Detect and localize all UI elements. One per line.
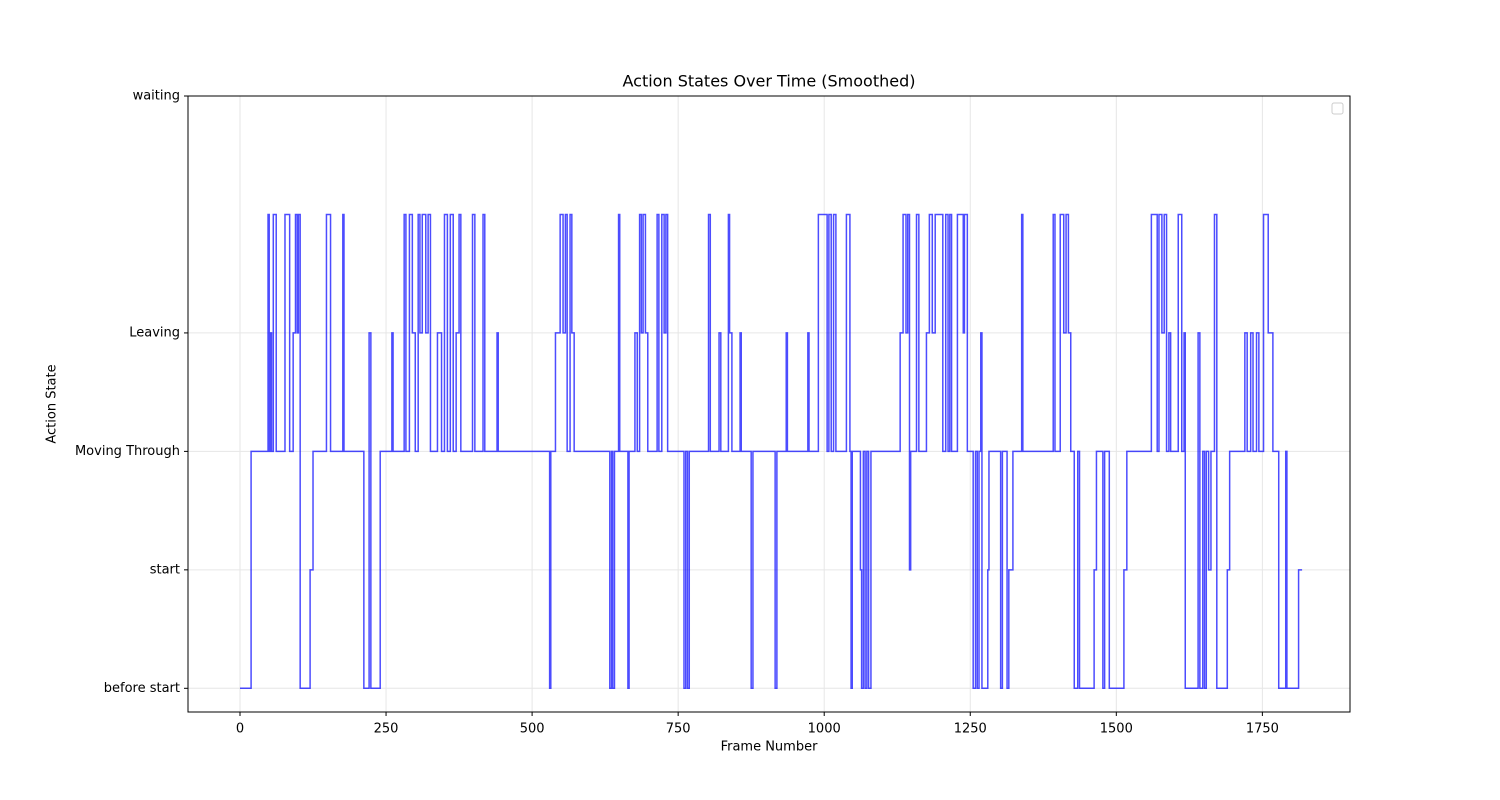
y-tick-label: Moving Through <box>75 444 180 459</box>
chart-title: Action States Over Time (Smoothed) <box>623 72 916 91</box>
plot-frame <box>187 95 1351 713</box>
x-tick-label: 1500 <box>1100 722 1133 737</box>
x-tick-label: 250 <box>374 722 399 737</box>
data-line <box>239 213 1303 690</box>
y-tick-label: start <box>150 562 180 577</box>
y-tick-label: before start <box>104 681 180 696</box>
x-tick-label: 750 <box>666 722 691 737</box>
x-tick-label: 500 <box>520 722 545 737</box>
x-axis-label: Frame Number <box>721 740 819 755</box>
y-tick-label: waiting <box>133 89 180 104</box>
x-tick-label: 1000 <box>808 722 841 737</box>
x-tick-label: 0 <box>236 722 244 737</box>
y-axis-label: Action State <box>45 364 60 443</box>
y-tick-label: Leaving <box>129 325 180 340</box>
legend-box <box>1331 102 1344 115</box>
x-tick-label: 1250 <box>954 722 987 737</box>
x-tick-label: 1750 <box>1246 722 1279 737</box>
